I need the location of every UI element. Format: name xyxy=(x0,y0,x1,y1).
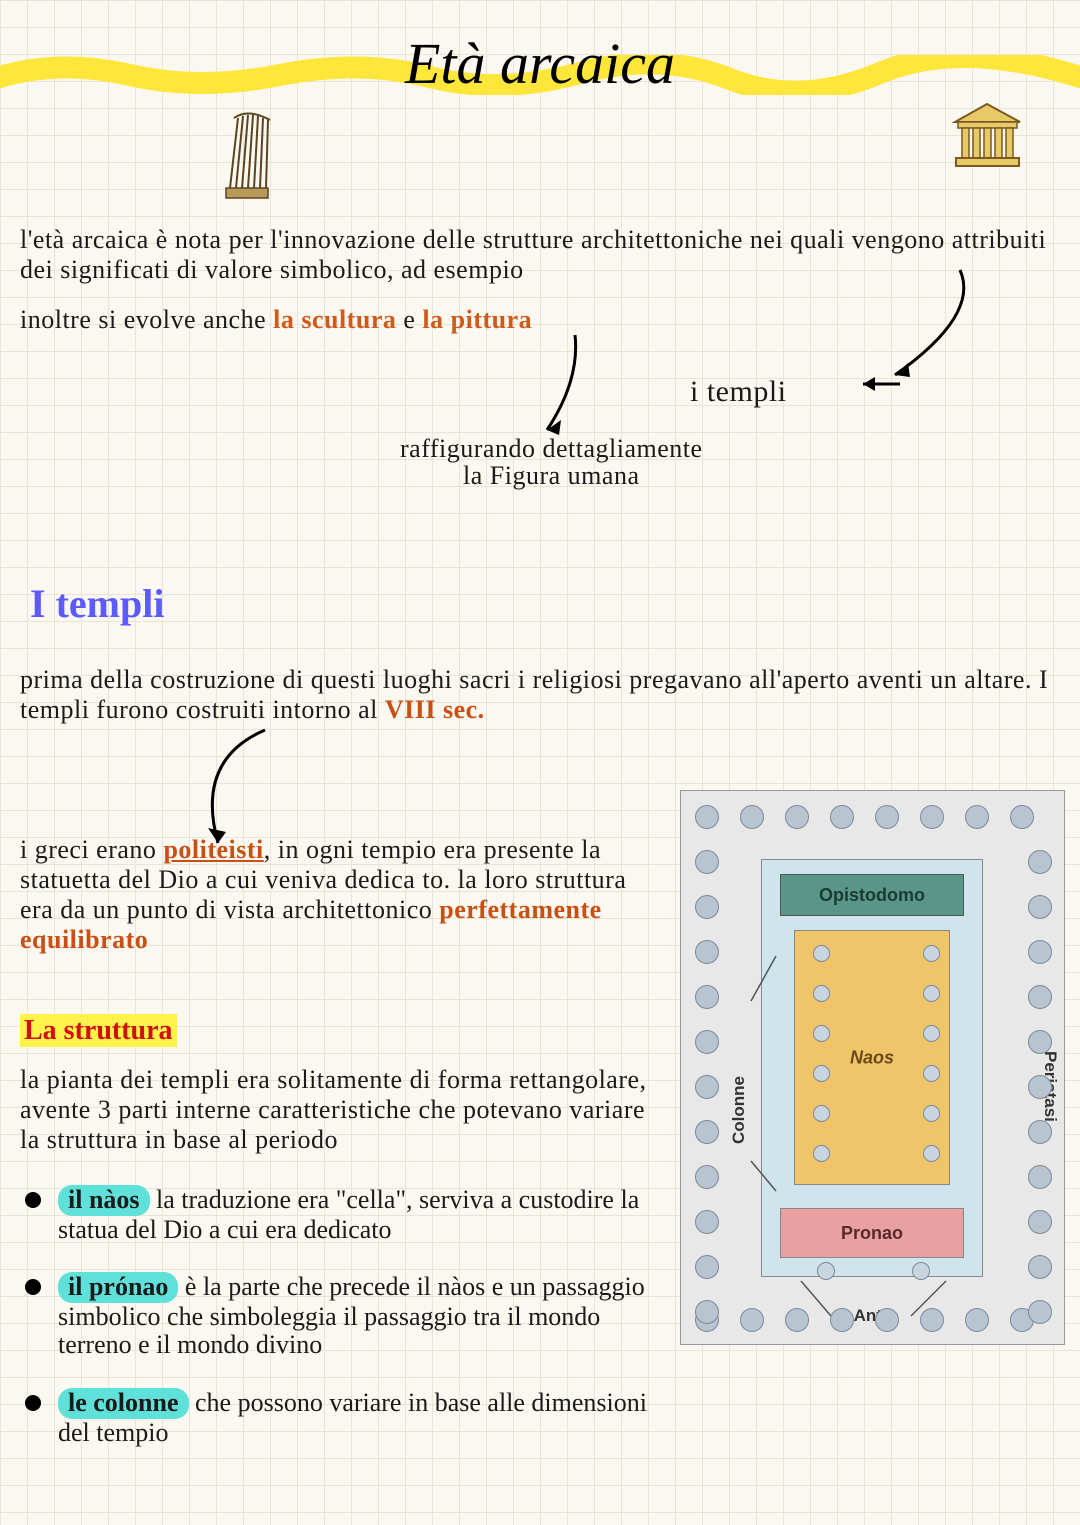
peristasis-dot xyxy=(740,805,764,829)
pittura-word: la pittura xyxy=(422,305,532,334)
raffig-l2: la Figura umana xyxy=(463,461,639,490)
bullet-pronao: il prónao è la parte che precede il nàos… xyxy=(20,1272,660,1360)
peristasis-dot xyxy=(695,1030,719,1054)
peristasis-dot xyxy=(695,1165,719,1189)
raffig-l1: raffigurando dettagliamente xyxy=(400,434,703,463)
struttura-heading-text: La struttura xyxy=(20,1014,177,1047)
bullet-colonne: le colonne che possono variare in base a… xyxy=(20,1388,660,1447)
arrow-templi-left xyxy=(855,372,905,402)
peristasis-dot xyxy=(965,805,989,829)
peristasis-dot xyxy=(1028,985,1052,1009)
peristasis-dot xyxy=(695,940,719,964)
templi-p2-a: i greci erano xyxy=(20,835,163,864)
peristasis-dot xyxy=(695,1210,719,1234)
intro-p1: l'età arcaica è nota per l'innovazione d… xyxy=(20,225,1070,285)
column-icon xyxy=(220,110,275,200)
section-templi-heading: I templi xyxy=(30,580,164,627)
peristasis-dot xyxy=(875,805,899,829)
arrow-pittura-down xyxy=(535,330,595,440)
peristasis-dot xyxy=(920,805,944,829)
peristasis-dot xyxy=(740,1308,764,1332)
peristasis-dot xyxy=(1028,1210,1052,1234)
peristasis-dot xyxy=(695,1120,719,1144)
scultura-word: la scultura xyxy=(273,305,396,334)
peristasis-dot xyxy=(1028,1120,1052,1144)
struttura-heading: La struttura xyxy=(20,1015,177,1047)
temple-diagram: Opistodomo Naos Pronao Colonne Peristasi… xyxy=(680,790,1065,1345)
title-area: Età arcaica xyxy=(0,0,1080,97)
templi-p2: i greci erano politeisti, in ogni tempio… xyxy=(20,835,660,955)
bullet-list: il nàos la traduzione era "cella", servi… xyxy=(20,1185,660,1475)
temple-icon xyxy=(950,100,1025,170)
peristasis-dot xyxy=(695,1300,719,1324)
peristasis-dot xyxy=(1028,1255,1052,1279)
peristasis-dot xyxy=(1028,850,1052,874)
peristasis-dot xyxy=(920,1308,944,1332)
bullet-naos: il nàos la traduzione era "cella", servi… xyxy=(20,1185,660,1244)
peristasis-dot xyxy=(1028,895,1052,919)
templi-p1: prima della costruzione di questi luoghi… xyxy=(20,665,1065,725)
peristasis-dot xyxy=(695,850,719,874)
peristasis-dot xyxy=(1028,1030,1052,1054)
peristasis-dot xyxy=(785,1308,809,1332)
templi-annotation: i templi xyxy=(690,375,787,410)
pronao-pill: il prónao xyxy=(58,1272,178,1303)
peristasis-dot xyxy=(875,1308,899,1332)
peristasis-dot xyxy=(1028,1075,1052,1099)
intro-p2-e: e xyxy=(396,305,422,334)
peristasis-dot xyxy=(1028,1165,1052,1189)
peristasis-dot xyxy=(695,1075,719,1099)
peristasis-dot xyxy=(695,985,719,1009)
peristasis-dot xyxy=(785,805,809,829)
peristasis-dot xyxy=(695,895,719,919)
peristasis-dot xyxy=(1010,805,1034,829)
peristasis-dot xyxy=(1028,940,1052,964)
raffigurando-annotation: raffigurando dettagliamente la Figura um… xyxy=(400,435,703,490)
peristasis-dot xyxy=(695,1255,719,1279)
colonne-pill: le colonne xyxy=(58,1388,189,1419)
page-title: Età arcaica xyxy=(0,30,1080,97)
peristasis-dot xyxy=(695,805,719,829)
peristasis-dot xyxy=(1028,1300,1052,1324)
naos-pill: il nàos xyxy=(58,1185,150,1216)
intro-p2: inoltre si evolve anche la scultura e la… xyxy=(20,305,1070,335)
templi-p1-a: prima della costruzione di questi luoghi… xyxy=(20,665,1048,724)
diagram-leaders xyxy=(681,791,1064,1344)
struttura-p: la pianta dei templi era solitamente di … xyxy=(20,1065,660,1155)
peristasis-dot xyxy=(830,1308,854,1332)
politeisti-word: politeisti xyxy=(163,835,263,864)
intro-p2-a: inoltre si evolve anche xyxy=(20,305,273,334)
viii-sec: VIII sec. xyxy=(385,695,485,724)
peristasis-dot xyxy=(965,1308,989,1332)
peristasis-dot xyxy=(830,805,854,829)
